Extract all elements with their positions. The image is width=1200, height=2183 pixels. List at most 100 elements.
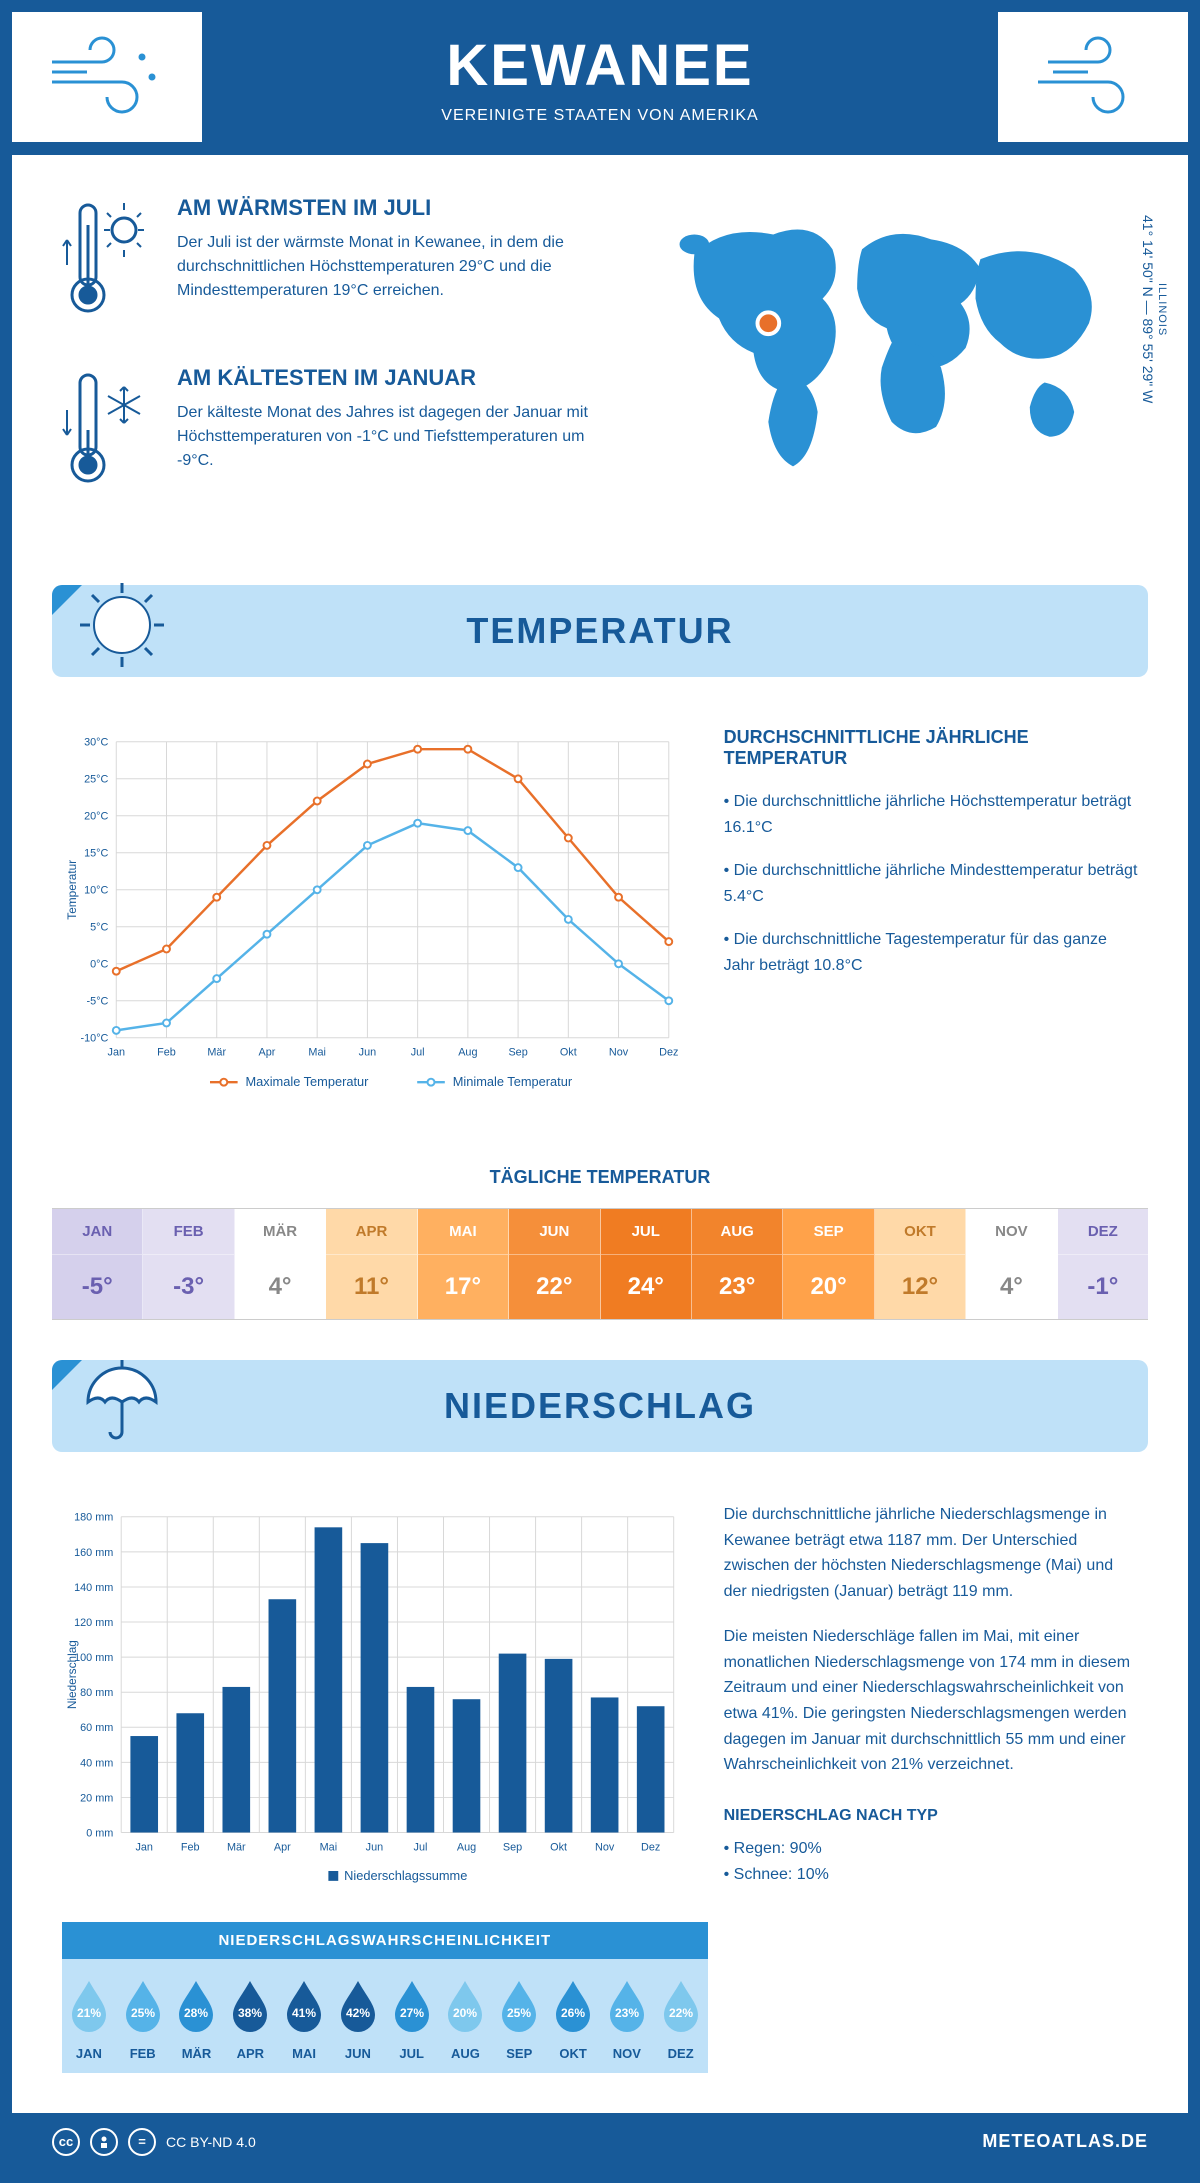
- svg-text:5°C: 5°C: [90, 922, 108, 934]
- state-label: ILLINOIS: [1156, 215, 1168, 403]
- daily-temp-cell: AUG23°: [692, 1209, 783, 1319]
- daily-temp-month: JUN: [509, 1209, 599, 1255]
- svg-text:Apr: Apr: [274, 1841, 291, 1853]
- temperature-line-chart: -10°C-5°C0°C5°C10°C15°C20°C25°C30°CJanFe…: [62, 727, 684, 1107]
- daily-temp-cell: SEP20°: [783, 1209, 874, 1319]
- temp-info-bullet: • Die durchschnittliche jährliche Mindes…: [724, 858, 1138, 909]
- svg-text:15°C: 15°C: [84, 848, 108, 860]
- prob-cell: 38%APR: [223, 1977, 277, 2061]
- page-container: KEWANEE VEREINIGTE STAATEN VON AMERIKA A…: [0, 0, 1200, 2183]
- svg-text:Temperatur: Temperatur: [65, 860, 79, 920]
- svg-text:Jan: Jan: [135, 1841, 152, 1853]
- prob-cell: 25%FEB: [116, 1977, 170, 2061]
- prob-month-label: APR: [223, 2046, 277, 2061]
- prob-month-label: JUL: [385, 2046, 439, 2061]
- coldest-text: Der kälteste Monat des Jahres ist dagege…: [177, 401, 605, 473]
- svg-text:Nov: Nov: [595, 1841, 615, 1853]
- daily-temp-cell: DEZ-1°: [1058, 1209, 1148, 1319]
- precip-type-bullet: • Schnee: 10%: [724, 1862, 1138, 1888]
- svg-text:20°C: 20°C: [84, 811, 108, 823]
- intro-section: AM WÄRMSTEN IM JULI Der Juli ist der wär…: [12, 155, 1188, 565]
- svg-text:40 mm: 40 mm: [80, 1757, 113, 1769]
- svg-text:22%: 22%: [669, 2006, 693, 2020]
- cc-icon: cc: [52, 2128, 80, 2156]
- section-title-precipitation: NIEDERSCHLAG: [444, 1385, 756, 1426]
- world-map: ILLINOIS 41° 14' 50" N — 89° 55' 29" W: [645, 195, 1138, 535]
- svg-text:20%: 20%: [453, 2006, 477, 2020]
- warmest-text: Der Juli ist der wärmste Monat in Kewane…: [177, 231, 605, 303]
- svg-text:41%: 41%: [292, 2006, 316, 2020]
- svg-text:Mai: Mai: [320, 1841, 337, 1853]
- svg-text:Apr: Apr: [259, 1047, 276, 1059]
- wind-icon: [42, 22, 182, 122]
- svg-text:Okt: Okt: [560, 1047, 577, 1059]
- coords-value: 41° 14' 50" N — 89° 55' 29" W: [1140, 215, 1156, 403]
- raindrop-icon: 21%: [66, 1977, 112, 2033]
- daily-temp-month: SEP: [783, 1209, 873, 1255]
- daily-temp-month: MÄR: [235, 1209, 325, 1255]
- svg-text:-10°C: -10°C: [81, 1033, 109, 1045]
- raindrop-icon: 25%: [496, 1977, 542, 2033]
- thermometer-sun-icon: [62, 195, 152, 330]
- daily-temp-month: NOV: [966, 1209, 1056, 1255]
- daily-temp-month: JUL: [601, 1209, 691, 1255]
- nd-icon: =: [128, 2128, 156, 2156]
- raindrop-icon: 20%: [442, 1977, 488, 2033]
- svg-text:160 mm: 160 mm: [74, 1547, 113, 1559]
- warmest-title: AM WÄRMSTEN IM JULI: [177, 195, 605, 221]
- prob-cell: 22% DEZ: [654, 1977, 708, 2061]
- svg-text:80 mm: 80 mm: [80, 1687, 113, 1699]
- daily-temp-cell: JUN22°: [509, 1209, 600, 1319]
- svg-text:Jul: Jul: [414, 1841, 428, 1853]
- svg-text:Jun: Jun: [359, 1047, 376, 1059]
- svg-text:Jul: Jul: [411, 1047, 425, 1059]
- coordinates-label: ILLINOIS 41° 14' 50" N — 89° 55' 29" W: [1140, 215, 1168, 403]
- temperature-content: -10°C-5°C0°C5°C10°C15°C20°C25°C30°CJanFe…: [12, 697, 1188, 1137]
- page-footer: cc = CC BY-ND 4.0 METEOATLAS.DE: [12, 2113, 1188, 2171]
- svg-text:Nov: Nov: [609, 1047, 629, 1059]
- raindrop-icon: 26%: [550, 1977, 596, 2033]
- svg-text:0 mm: 0 mm: [86, 1827, 113, 1839]
- svg-text:30°C: 30°C: [84, 737, 108, 749]
- svg-text:Sep: Sep: [508, 1047, 527, 1059]
- precip-paragraph: Die durchschnittliche jährliche Niedersc…: [724, 1502, 1138, 1604]
- temperature-info: DURCHSCHNITTLICHE JÄHRLICHE TEMPERATUR •…: [724, 727, 1138, 1107]
- svg-text:Feb: Feb: [181, 1841, 200, 1853]
- prob-cell: 27% JUL: [385, 1977, 439, 2061]
- coldest-block: AM KÄLTESTEN IM JANUAR Der kälteste Mona…: [62, 365, 605, 500]
- svg-text:28%: 28%: [184, 2006, 208, 2020]
- daily-temp-month: FEB: [143, 1209, 233, 1255]
- svg-text:27%: 27%: [400, 2006, 424, 2020]
- svg-text:10°C: 10°C: [84, 885, 108, 897]
- wind-icon: [1018, 22, 1158, 122]
- prob-month-label: SEP: [492, 2046, 546, 2061]
- thermometer-snow-icon: [62, 365, 152, 500]
- svg-text:Dez: Dez: [659, 1047, 678, 1059]
- prob-cell: 25% SEP: [492, 1977, 546, 2061]
- svg-text:Sep: Sep: [503, 1841, 522, 1853]
- daily-temp-month: DEZ: [1058, 1209, 1148, 1255]
- raindrop-icon: 23%: [604, 1977, 650, 2033]
- daily-temp-month: AUG: [692, 1209, 782, 1255]
- daily-temp-cell: JUL24°: [601, 1209, 692, 1319]
- svg-text:0°C: 0°C: [90, 959, 108, 971]
- raindrop-icon: 42%: [335, 1977, 381, 2033]
- raindrop-icon: 27%: [389, 1977, 435, 2033]
- daily-temp-value: 22°: [509, 1255, 599, 1319]
- svg-text:Aug: Aug: [458, 1047, 477, 1059]
- daily-temp-cell: JAN-5°: [52, 1209, 143, 1319]
- precip-paragraph: Die meisten Niederschläge fallen im Mai,…: [724, 1624, 1138, 1778]
- daily-temp-cell: APR11°: [326, 1209, 417, 1319]
- prob-month-label: AUG: [439, 2046, 493, 2061]
- raindrop-icon: 22%: [658, 1977, 704, 2033]
- precipitation-info: Die durchschnittliche jährliche Niedersc…: [724, 1502, 1138, 1892]
- precip-type-title: NIEDERSCHLAG NACH TYP: [724, 1803, 1138, 1829]
- prob-month-label: FEB: [116, 2046, 170, 2061]
- svg-text:Minimale Temperatur: Minimale Temperatur: [453, 1074, 573, 1089]
- prob-month-label: DEZ: [654, 2046, 708, 2061]
- daily-temp-value: -1°: [1058, 1255, 1148, 1319]
- svg-text:26%: 26%: [561, 2006, 585, 2020]
- svg-text:100 mm: 100 mm: [74, 1652, 113, 1664]
- svg-text:-5°C: -5°C: [87, 996, 109, 1008]
- prob-cell: 20% AUG: [439, 1977, 493, 2061]
